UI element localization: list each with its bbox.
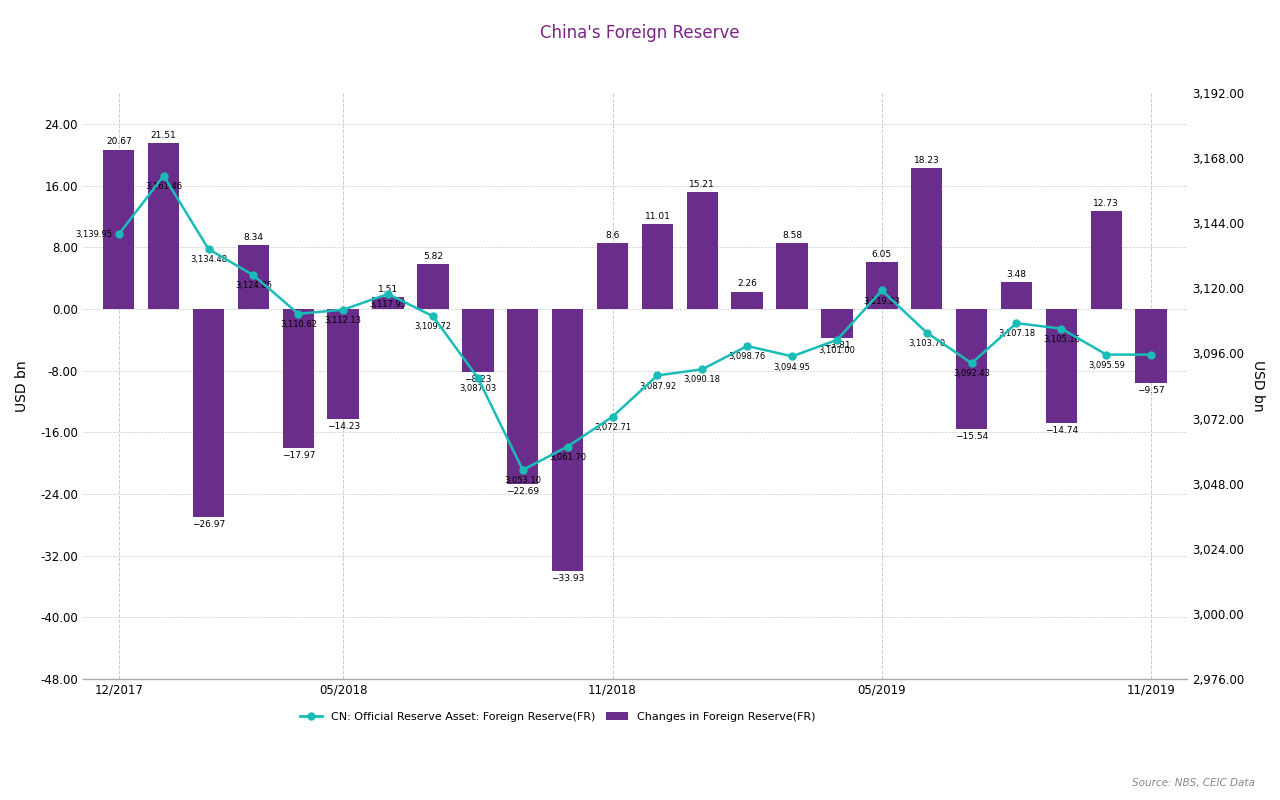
Bar <box>104 150 134 309</box>
Text: 3,087.03: 3,087.03 <box>460 384 497 393</box>
Text: 20.67: 20.67 <box>106 138 132 146</box>
Bar <box>283 309 314 447</box>
Text: 3,134.48: 3,134.48 <box>189 255 227 264</box>
Text: 3.48: 3.48 <box>1006 270 1027 279</box>
Bar <box>686 192 718 309</box>
Text: 3,061.70: 3,061.70 <box>549 453 586 462</box>
Y-axis label: USD bn: USD bn <box>1251 360 1265 412</box>
Text: 3,098.76: 3,098.76 <box>728 352 765 361</box>
Bar <box>867 262 897 309</box>
Bar <box>777 242 808 309</box>
Text: 3,094.95: 3,094.95 <box>773 362 810 371</box>
Bar <box>552 309 584 570</box>
Text: 3,110.62: 3,110.62 <box>280 320 317 329</box>
Text: 3,103.70: 3,103.70 <box>908 338 945 348</box>
Bar <box>1001 282 1032 309</box>
Text: 8.6: 8.6 <box>605 230 620 239</box>
Text: 3,119.23: 3,119.23 <box>863 297 900 306</box>
Text: 3,109.72: 3,109.72 <box>415 322 452 331</box>
Bar <box>596 242 628 309</box>
Text: 3,139.95: 3,139.95 <box>76 230 113 238</box>
Text: −9.57: −9.57 <box>1138 386 1165 395</box>
Text: 3,107.18: 3,107.18 <box>998 330 1036 338</box>
Text: −14.74: −14.74 <box>1044 426 1078 434</box>
Bar <box>1046 309 1076 422</box>
Text: −33.93: −33.93 <box>550 574 584 582</box>
Text: −14.23: −14.23 <box>326 422 360 430</box>
Bar <box>1135 309 1167 382</box>
Legend: CN: Official Reserve Asset: Foreign Reserve(FR), Changes in Foreign Reserve(FR): CN: Official Reserve Asset: Foreign Rese… <box>296 707 820 726</box>
Text: 6.05: 6.05 <box>872 250 892 259</box>
Text: 11.01: 11.01 <box>644 212 671 221</box>
Bar <box>328 309 358 418</box>
Text: 8.34: 8.34 <box>243 233 264 242</box>
Bar <box>148 143 179 309</box>
Text: 18.23: 18.23 <box>914 156 940 166</box>
Bar <box>956 309 987 429</box>
Text: 3,053.10: 3,053.10 <box>504 476 541 485</box>
Text: 3,105.16: 3,105.16 <box>1043 335 1080 344</box>
Text: −15.54: −15.54 <box>955 432 988 441</box>
Bar <box>641 224 673 309</box>
Bar <box>193 309 224 517</box>
Text: 3,072.71: 3,072.71 <box>594 423 631 432</box>
Text: −26.97: −26.97 <box>192 520 225 529</box>
Text: 15.21: 15.21 <box>690 179 716 189</box>
Text: −8.23: −8.23 <box>465 375 492 385</box>
Text: 3,092.43: 3,092.43 <box>954 370 991 378</box>
Bar <box>1091 210 1123 309</box>
Bar <box>462 309 494 373</box>
Text: 5.82: 5.82 <box>422 252 443 261</box>
Bar <box>417 264 449 309</box>
Text: 21.51: 21.51 <box>151 131 177 140</box>
Text: Source: NBS, CEIC Data: Source: NBS, CEIC Data <box>1132 778 1254 788</box>
Bar <box>238 245 269 309</box>
Bar <box>911 168 942 309</box>
Text: China's Foreign Reserve: China's Foreign Reserve <box>540 24 740 42</box>
Y-axis label: USD bn: USD bn <box>15 360 29 412</box>
Text: 3,161.46: 3,161.46 <box>145 182 182 191</box>
Text: −3.81: −3.81 <box>823 342 851 350</box>
Text: 2.26: 2.26 <box>737 279 756 289</box>
Text: −22.69: −22.69 <box>506 487 539 496</box>
Bar <box>507 309 539 484</box>
Text: 3,112.13: 3,112.13 <box>325 316 362 325</box>
Text: 12.73: 12.73 <box>1093 198 1119 208</box>
Bar <box>372 298 403 309</box>
Text: −17.97: −17.97 <box>282 450 315 460</box>
Text: 3,117.95: 3,117.95 <box>370 300 407 309</box>
Text: 1.51: 1.51 <box>378 286 398 294</box>
Text: 3,090.18: 3,090.18 <box>684 375 721 385</box>
Text: 8.58: 8.58 <box>782 230 803 240</box>
Bar <box>731 291 763 309</box>
Bar <box>822 309 852 338</box>
Text: 3,095.59: 3,095.59 <box>1088 361 1125 370</box>
Text: 3,124.85: 3,124.85 <box>236 282 271 290</box>
Text: 3,101.00: 3,101.00 <box>818 346 855 355</box>
Text: 3,087.92: 3,087.92 <box>639 382 676 390</box>
